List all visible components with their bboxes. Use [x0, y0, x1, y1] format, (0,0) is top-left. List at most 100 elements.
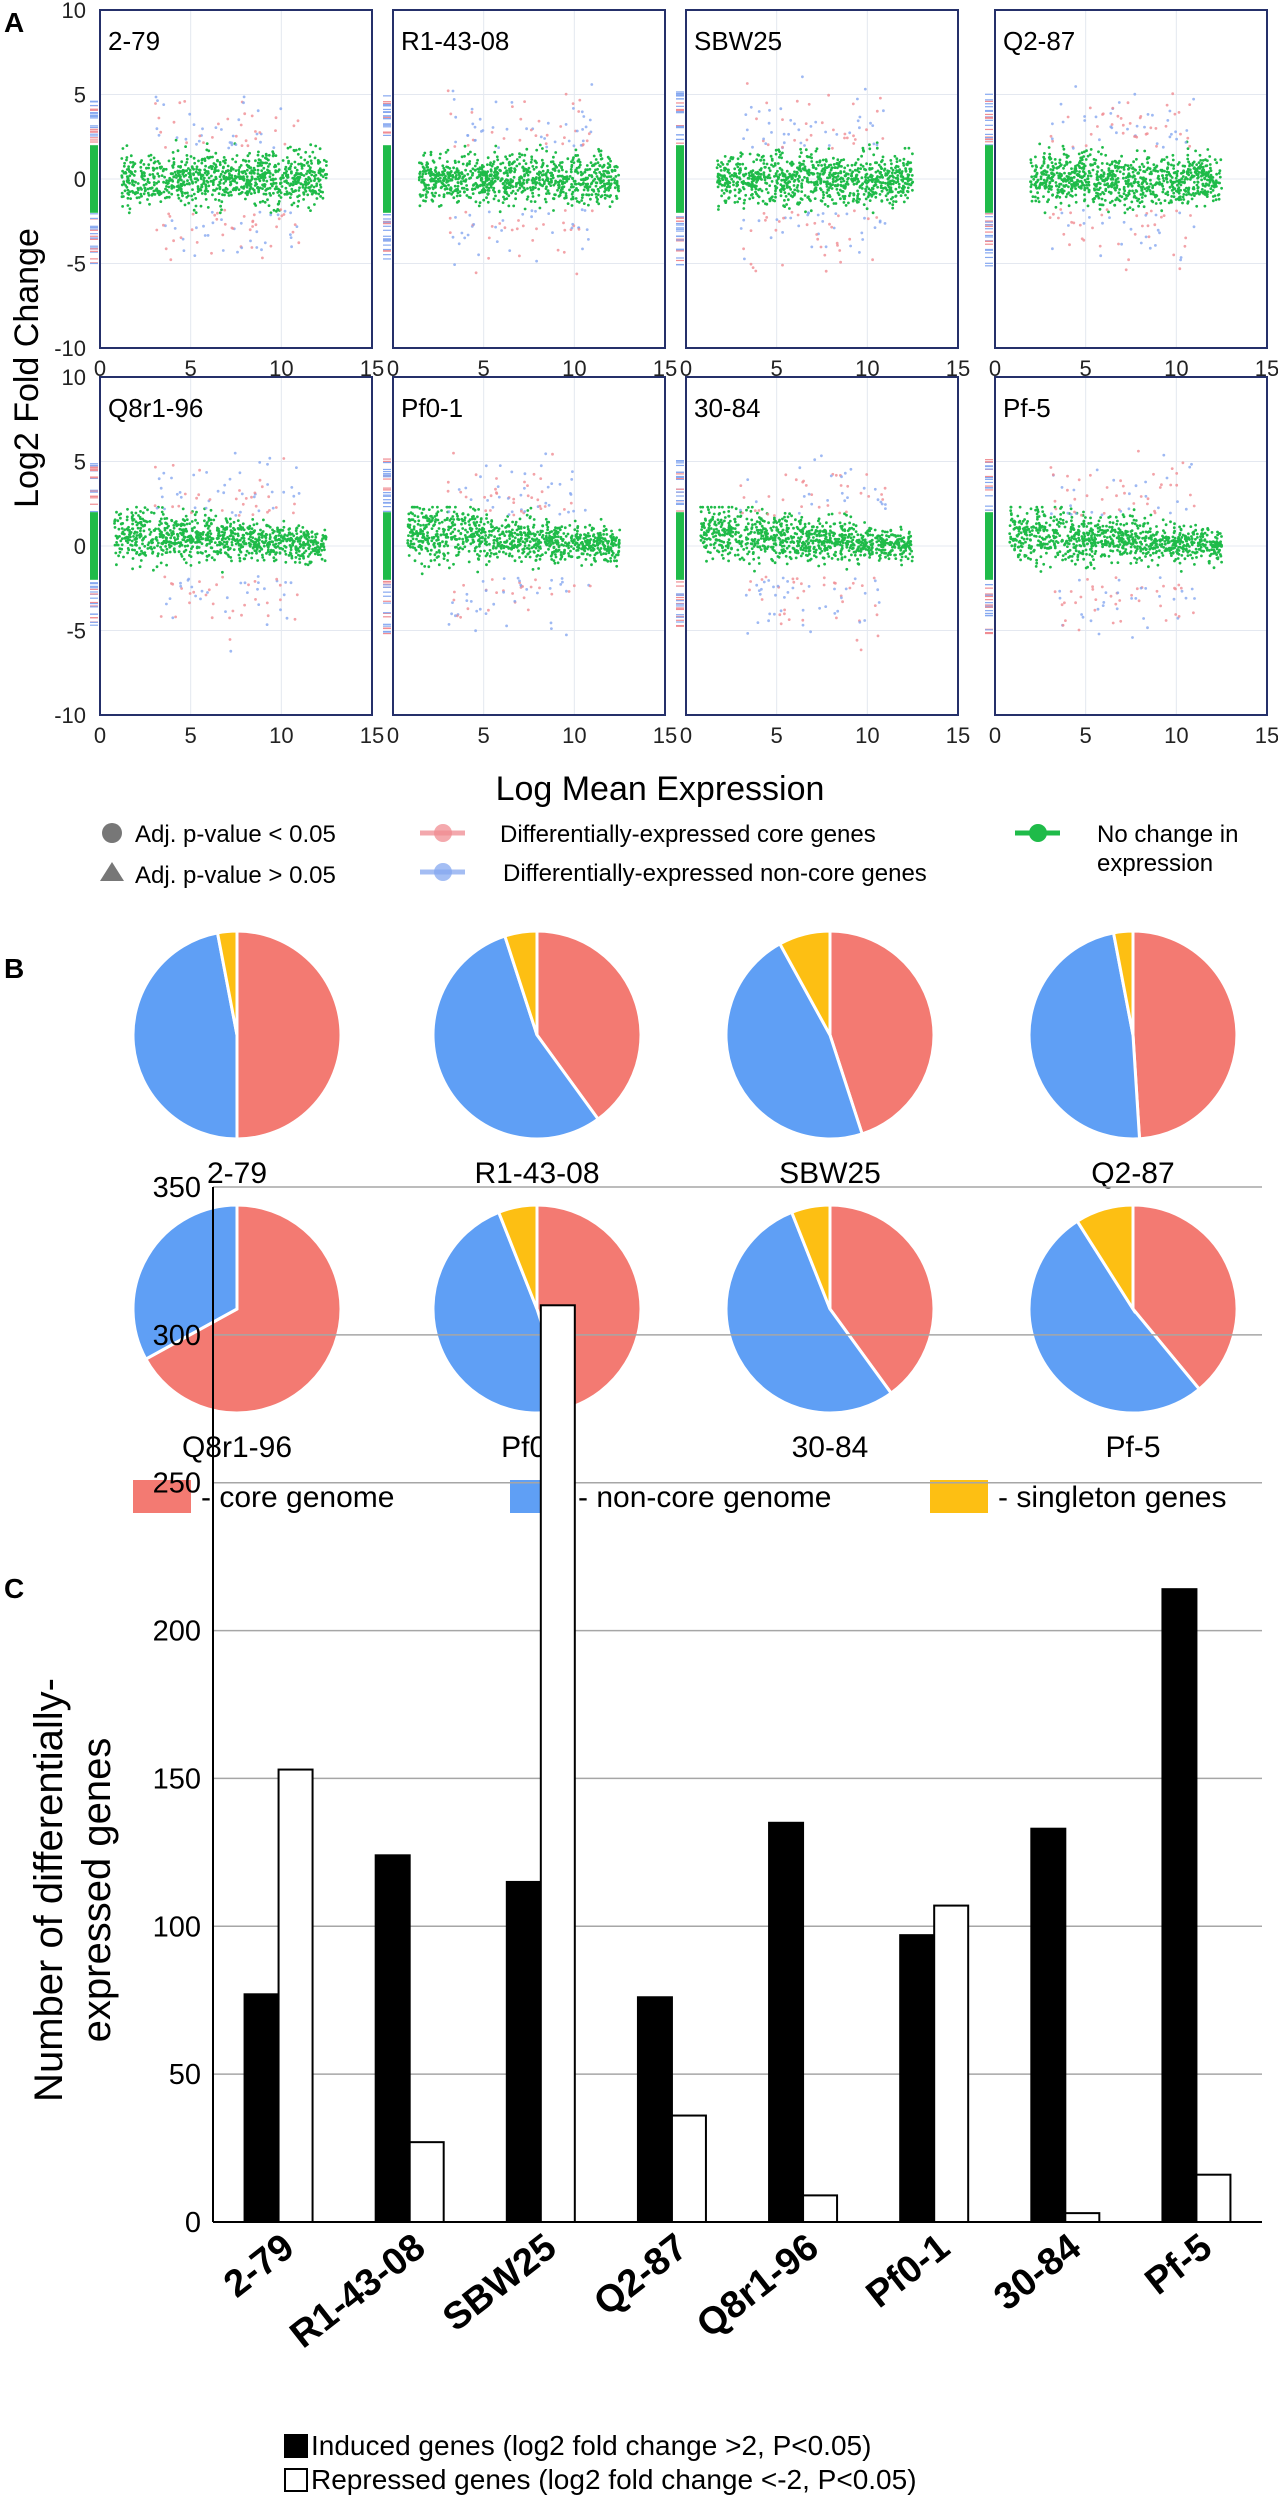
ma-point-nochange: [1200, 188, 1204, 191]
ma-point-nochange: [199, 175, 203, 179]
ma-point-differential: [814, 120, 818, 124]
ma-point-nochange: [1100, 197, 1104, 201]
ma-point-differential: [179, 236, 183, 240]
ma-point-differential: [1110, 123, 1114, 126]
ma-point-nochange: [224, 551, 228, 555]
ma-point-nochange: [1182, 198, 1186, 201]
ma-point-nochange: [607, 175, 611, 179]
ma-point-nochange: [890, 162, 893, 166]
ma-point-nochange: [1132, 181, 1136, 185]
ma-point-differential: [525, 127, 528, 131]
ma-point-differential: [858, 115, 862, 119]
ma-point-nochange: [755, 158, 759, 162]
ma-point-nochange: [167, 181, 170, 185]
ma-point-nochange: [271, 154, 275, 158]
ma-point-differential: [547, 212, 551, 216]
ma-point-nochange: [507, 204, 511, 208]
ma-point-nochange: [1091, 168, 1095, 172]
ma-point-nochange: [520, 182, 524, 186]
ma-point-nochange: [301, 183, 305, 187]
ma-point-differential: [295, 225, 299, 229]
ma-point-nochange: [1081, 183, 1085, 187]
ma-point-nochange: [568, 188, 571, 192]
ma-point-nochange: [879, 184, 883, 188]
ma-point-nochange: [206, 538, 210, 542]
ma-point-differential: [448, 231, 452, 235]
ma-x-tick-label: 5: [1080, 356, 1092, 381]
ma-point-nochange: [574, 154, 578, 157]
ma-point-differential: [236, 250, 239, 254]
ma-point-nochange: [492, 160, 496, 164]
ma-point-nochange: [1060, 178, 1064, 182]
ma-point-differential: [563, 209, 567, 212]
ma-point-nochange: [152, 175, 156, 179]
ma-point-nochange: [449, 178, 453, 182]
ma-point-nochange: [849, 174, 853, 178]
ma-point-nochange: [244, 197, 247, 201]
ma-point-differential: [449, 112, 453, 116]
ma-point-nochange: [1115, 186, 1119, 190]
ma-point-nochange: [194, 197, 198, 200]
ma-point-nochange: [765, 187, 768, 191]
ma-point-nochange: [1054, 205, 1058, 209]
ma-point-nochange: [580, 196, 584, 200]
ma-point-nochange: [151, 551, 154, 555]
ma-point-nochange: [270, 184, 274, 188]
ma-point-nochange: [872, 153, 876, 157]
ma-point-nochange: [176, 537, 179, 541]
ma-point-nochange: [1197, 161, 1201, 165]
ma-point-nochange: [716, 163, 720, 167]
ma-point-nochange: [174, 173, 178, 177]
ma-point-nochange: [810, 153, 813, 156]
ma-point-nochange: [862, 193, 866, 196]
ma-point-nochange: [1142, 165, 1146, 169]
ma-point-nochange: [1196, 167, 1199, 171]
ma-point-differential: [751, 266, 755, 269]
ma-point-nochange: [135, 523, 139, 527]
ma-point-nochange: [127, 211, 131, 215]
ma-point-nochange: [1206, 190, 1210, 194]
ma-point-differential: [1068, 243, 1071, 247]
ma-point-nochange: [1067, 204, 1071, 208]
ma-point-nochange: [1114, 188, 1117, 192]
ma-point-nochange: [312, 185, 316, 189]
ma-point-nochange: [1074, 164, 1077, 168]
ma-point-nochange: [1056, 188, 1060, 192]
ma-point-nochange: [125, 158, 128, 162]
ma-point-nochange: [856, 194, 859, 198]
ma-point-nochange: [1103, 183, 1107, 187]
ma-point-nochange: [265, 161, 268, 165]
ma-point-nochange: [218, 163, 222, 167]
ma-point-nochange: [1051, 179, 1055, 183]
ma-point-nochange: [807, 195, 810, 199]
ma-point-nochange: [226, 191, 230, 195]
ma-point-nochange: [796, 184, 800, 187]
ma-point-nochange: [846, 164, 850, 167]
ma-point-nochange: [187, 167, 190, 170]
ma-point-differential: [575, 272, 579, 276]
ma-point-differential: [535, 259, 538, 263]
ma-point-nochange: [419, 195, 423, 198]
ma-point-nochange: [458, 190, 462, 194]
ma-point-nochange: [547, 182, 551, 186]
ma-point-nochange: [302, 164, 306, 167]
ma-point-nochange: [1070, 179, 1074, 183]
ma-point-nochange: [500, 177, 504, 181]
ma-point-nochange: [430, 198, 434, 202]
ma-point-nochange: [797, 202, 800, 206]
ma-point-nochange: [529, 186, 532, 190]
ma-point-nochange: [874, 191, 878, 195]
ma-point-nochange: [471, 192, 475, 196]
ma-point-differential: [220, 218, 223, 222]
ma-point-nochange: [868, 163, 872, 166]
ma-point-nochange: [1196, 180, 1200, 184]
ma-point-differential: [551, 231, 554, 235]
ma-point-nochange: [164, 541, 168, 545]
ma-point-nochange: [554, 164, 557, 168]
ma-point-nochange: [119, 539, 123, 543]
ma-point-differential: [1154, 213, 1158, 217]
ma-point-nochange: [315, 532, 319, 536]
ma-point-nochange: [1208, 155, 1212, 158]
ma-point-nochange: [178, 544, 182, 548]
ma-point-nochange: [848, 168, 852, 172]
